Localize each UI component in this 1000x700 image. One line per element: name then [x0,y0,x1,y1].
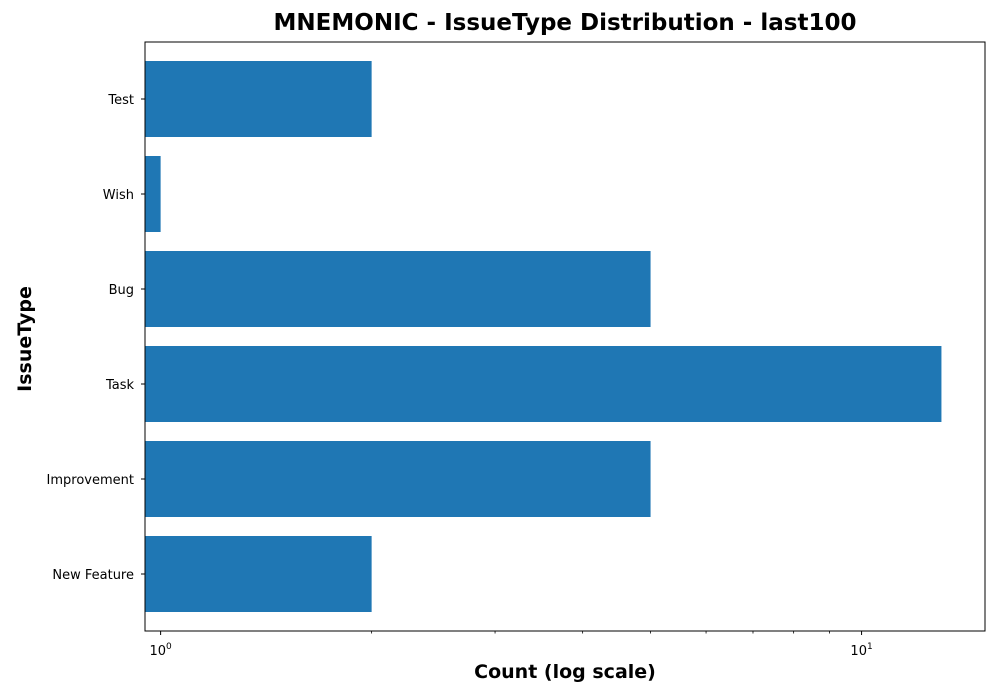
bars-group [145,61,942,612]
bar-1 [145,441,651,517]
y-tick-label-1: Improvement [47,473,134,488]
bar-2 [145,346,942,422]
y-tick-label-5: Test [107,93,134,108]
y-tick-label-0: New Feature [52,568,134,583]
x-tick-label-1: 101 [850,642,872,659]
y-tick-label-3: Bug [109,283,134,298]
chart-title: MNEMONIC - IssueType Distribution - last… [273,10,857,36]
bar-5 [145,61,372,137]
bar-3 [145,251,651,327]
bar-0 [145,536,372,612]
x-axis-label: Count (log scale) [474,661,656,683]
ticks-group: New Feature Improvement Task Bug Wish Test 100… [47,93,873,659]
bar-4 [145,156,161,232]
plot-frame [144,41,986,632]
y-tick-label-2: Task [105,378,135,393]
y-tick-label-4: Wish [103,188,134,203]
x-tick-label-0: 100 [149,642,172,659]
